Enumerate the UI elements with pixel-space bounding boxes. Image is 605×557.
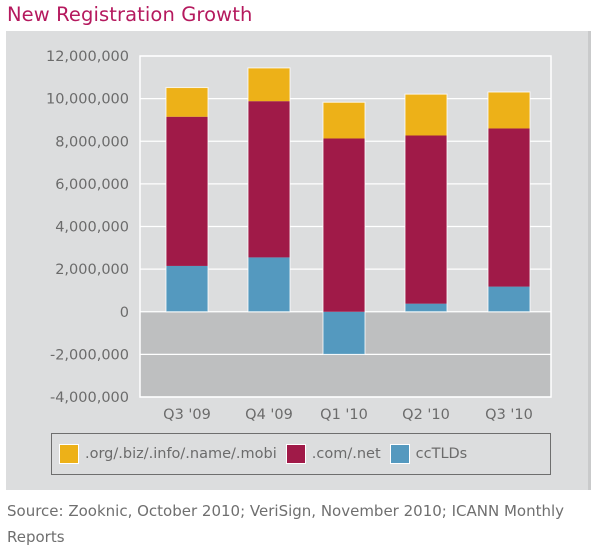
bar-segment [488,128,530,287]
y-tick-label: 4,000,000 [55,220,129,236]
bar-outline [247,67,291,313]
x-tick-label: Q2 '10 [402,407,450,423]
legend-swatch-blue [389,444,410,464]
x-tick-label: Q3 '10 [485,407,533,423]
legend-swatch-gold [59,444,79,464]
bar-segment [166,87,208,117]
legend: .org/.biz/.info/.name/.mobi .com/.net cc… [51,433,551,475]
bar-segment [166,116,208,266]
x-tick-label: Q3 '09 [163,407,211,423]
bar-segment [323,138,365,312]
x-tick-label: Q1 '10 [320,407,368,423]
legend-swatch-maroon [285,444,306,464]
legend-label: ccTLDs [415,446,468,462]
legend-item-com-net: .com/.net [285,444,381,464]
bars [165,67,531,355]
y-tick-label: 10,000,000 [46,92,129,108]
y-tick-label: 2,000,000 [55,262,129,278]
y-tick-label: 12,000,000 [46,49,129,65]
bar-segment [405,135,447,304]
bar-outline [487,91,531,313]
x-axis-ticks: Q3 '09 Q4 '09 Q1 '10 Q2 '10 Q3 '10 [163,407,533,423]
bar-outline [165,87,209,313]
bar-segment [248,257,290,312]
bar-outline [404,93,448,313]
bar-segment [323,311,365,355]
bar-segment [248,101,290,258]
bar-segment [323,102,365,139]
bar-segment [166,265,208,312]
legend-item-cctlds: ccTLDs [389,444,468,464]
bar-outline [322,101,366,355]
bar-segment [405,303,447,312]
chart-title: New Registration Growth [7,3,253,26]
bar-segment [488,286,530,312]
y-tick-label: -4,000,000 [50,390,129,406]
bar-segment [248,67,290,102]
bar-segment [488,92,530,129]
legend-label: .org/.biz/.info/.name/.mobi [85,446,277,462]
y-tick-label: 0 [120,305,129,321]
y-tick-label: 8,000,000 [55,134,129,150]
source-note: Source: Zooknic, October 2010; VeriSign,… [7,502,565,546]
y-tick-label: 6,000,000 [55,177,129,193]
x-tick-label: Q4 '09 [245,407,293,423]
y-axis-ticks: 12,000,000 10,000,000 8,000,000 6,000,000 4,… [46,49,129,406]
bar-segment [405,94,447,136]
legend-item-org-biz-info: .org/.biz/.info/.name/.mobi [59,444,277,464]
legend-label: .com/.net [311,446,381,462]
y-tick-label: -2,000,000 [50,347,129,363]
